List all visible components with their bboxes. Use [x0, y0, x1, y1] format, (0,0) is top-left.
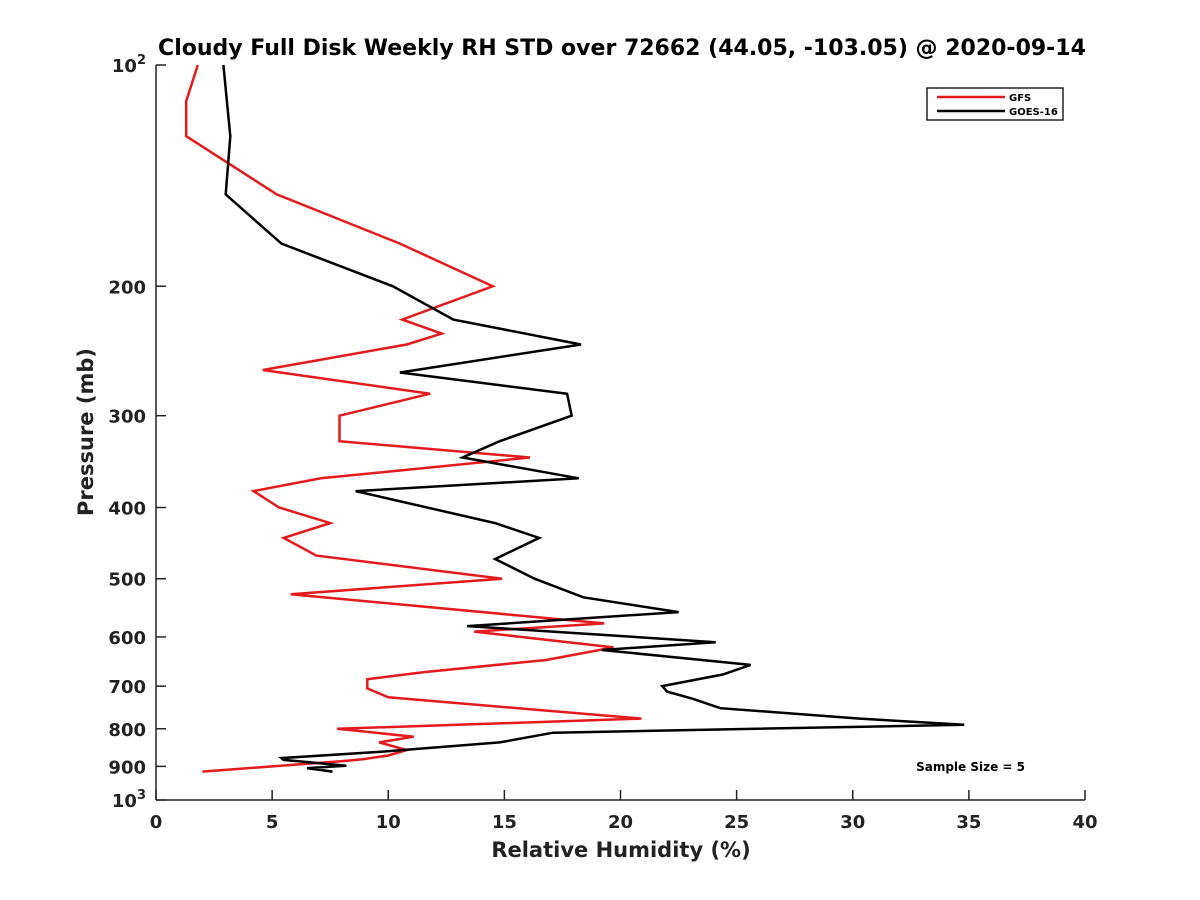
y-tick-label: 200	[108, 277, 146, 298]
legend-entry-label: GOES-16	[1009, 107, 1058, 118]
x-tick-label: 30	[840, 812, 865, 833]
x-tick-label: 20	[608, 812, 633, 833]
y-tick-label: 103	[112, 788, 146, 812]
x-axis-label: Relative Humidity (%)	[491, 838, 750, 862]
x-tick-label: 35	[956, 812, 981, 833]
legend-box	[926, 87, 1064, 121]
axes: 0 5 10 15 20 25 30 35 40 102 200 300 400 500 600 700 800…	[108, 53, 1097, 833]
y-tick-label: 102	[112, 53, 146, 77]
y-tick-label: 500	[108, 570, 146, 591]
legend-entry-label: GFS	[1009, 93, 1031, 104]
y-axis-label: Pressure (mb)	[74, 348, 98, 516]
x-tick-label: 25	[724, 812, 749, 833]
x-tick-label: 15	[492, 812, 517, 833]
y-tick-label: 400	[108, 499, 146, 520]
x-tick-label: 10	[376, 812, 401, 833]
y-tick-label: 300	[108, 407, 146, 428]
x-tick-label: 0	[150, 812, 163, 833]
y-tick-label: 800	[108, 720, 146, 741]
series-line-goes-16	[222, 64, 965, 773]
legend: GFS GOES-16	[926, 87, 1064, 121]
y-tick-label: 700	[108, 677, 146, 698]
series-layer	[184, 64, 965, 773]
y-tick-label: 600	[108, 628, 146, 649]
series-line-gfs	[184, 64, 642, 773]
x-tick-label: 5	[266, 812, 279, 833]
chart-title: Cloudy Full Disk Weekly RH STD over 7266…	[158, 36, 1086, 61]
y-tick-label: 900	[108, 757, 146, 778]
sample-size-annotation: Sample Size = 5	[916, 760, 1025, 774]
x-tick-label: 40	[1072, 812, 1097, 833]
